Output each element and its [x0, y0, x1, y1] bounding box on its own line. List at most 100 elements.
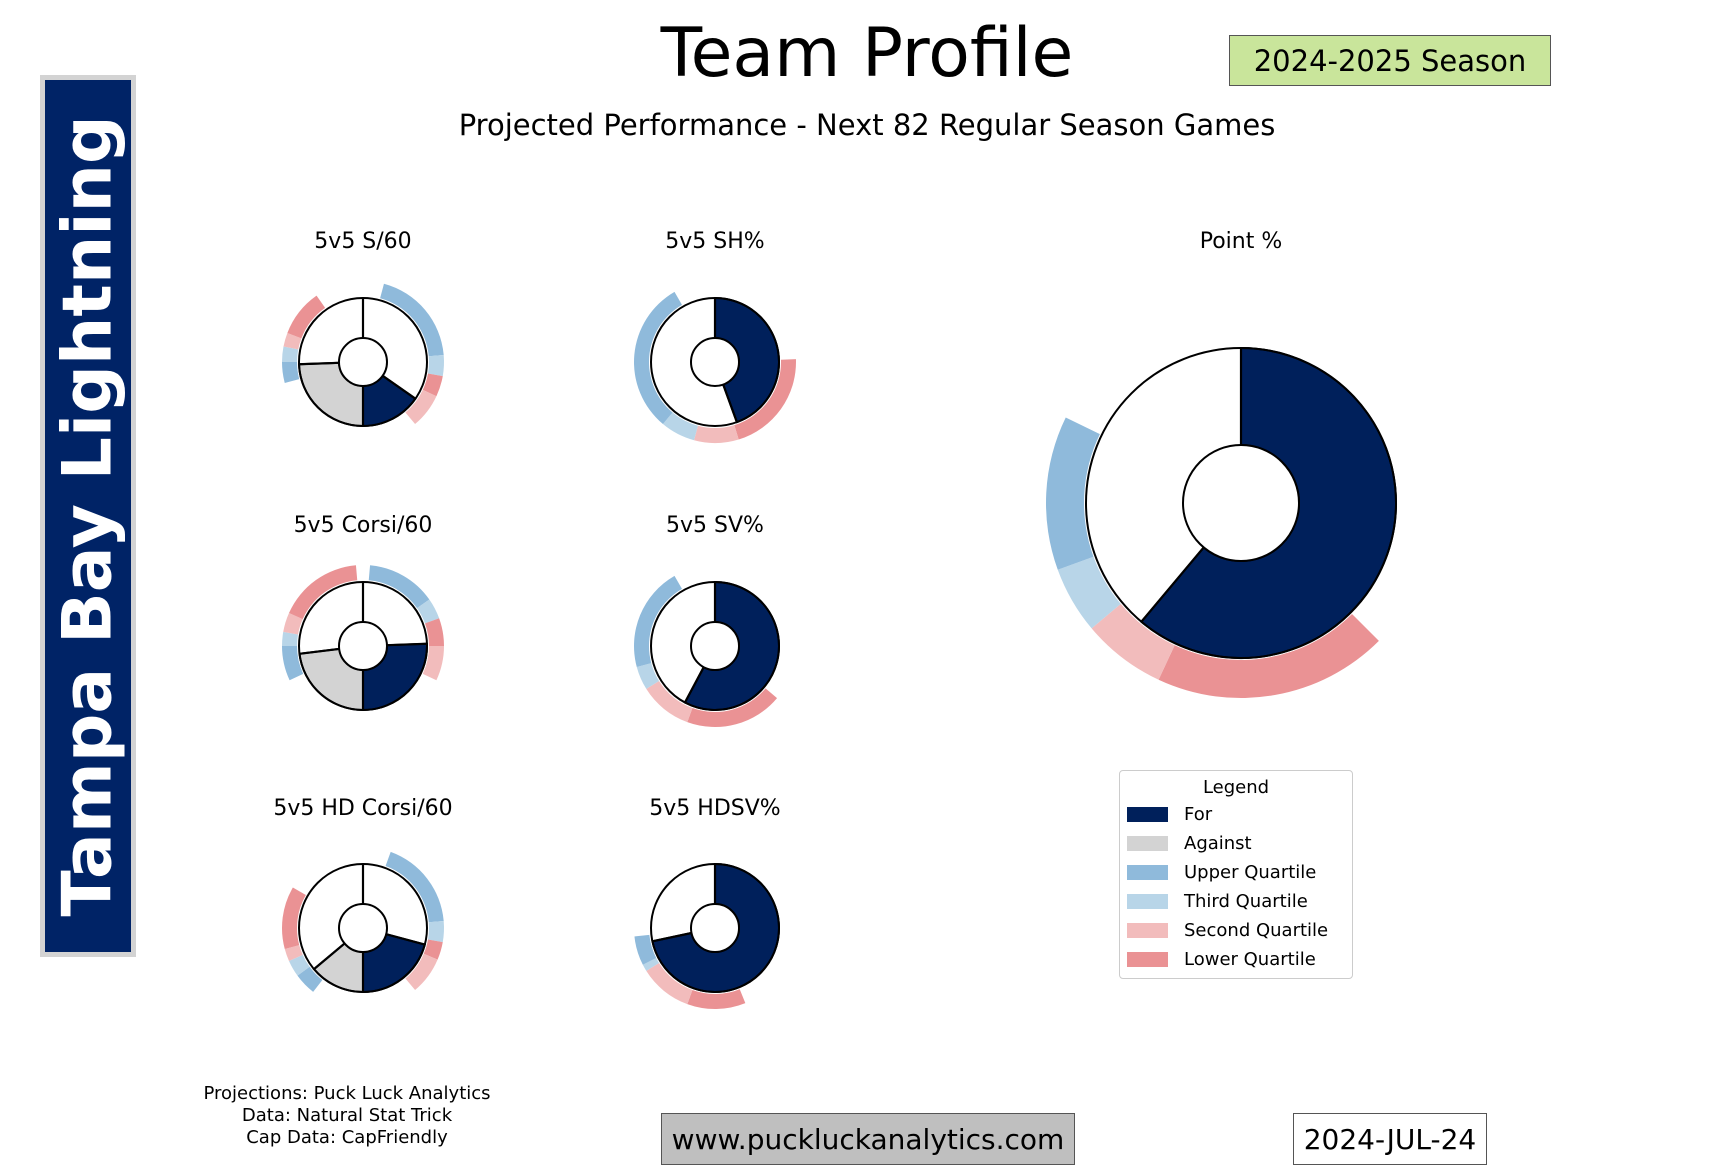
legend-item-upper: Upper Quartile [1120, 858, 1352, 887]
chart-title-5v5-corsi-60: 5v5 Corsi/60 [294, 513, 433, 538]
quartile-band-upper [385, 851, 444, 923]
legend-swatch [1127, 952, 1168, 967]
donut-outline [298, 863, 428, 993]
wedge-divider [299, 647, 340, 655]
chart-title-point-: Point % [1200, 229, 1283, 254]
quartile-band-third [417, 599, 440, 624]
legend-item-against: Against [1120, 829, 1352, 858]
donut-hole [690, 621, 740, 671]
quartile-band-third [1057, 556, 1121, 629]
legend-swatch [1127, 894, 1168, 909]
wedge-divider [722, 384, 738, 423]
donut-outline [1085, 347, 1397, 659]
legend-swatch [1127, 836, 1168, 851]
quartile-band-upper [1046, 417, 1100, 570]
legend-item-second: Second Quartile [1120, 916, 1352, 945]
legend-item-for: For [1120, 800, 1352, 829]
donut-outline [298, 297, 428, 427]
quartile-band-third [642, 957, 660, 971]
quartile-band-third [282, 346, 299, 362]
wedge-divider [385, 933, 426, 946]
donut-outline [650, 863, 780, 993]
legend-label: Lower Quartile [1184, 949, 1316, 970]
team-name-banner: Tampa Bay Lightning [40, 75, 136, 957]
quartile-band-upper [634, 575, 682, 667]
quartile-band-lower [687, 989, 746, 1009]
legend-swatch [1127, 807, 1168, 822]
legend-item-lower: Lower Quartile [1120, 945, 1352, 974]
quartile-band-second [646, 962, 693, 1005]
quartile-band-third [289, 954, 310, 976]
donut-outline [650, 297, 780, 427]
quartile-band-second [283, 332, 302, 350]
donut-outline [650, 581, 780, 711]
legend-title: Legend [1202, 777, 1270, 798]
wedge-divider [1140, 546, 1205, 623]
page-title: Team Profile [660, 14, 1074, 93]
chart-title-5v5-sh-: 5v5 SH% [665, 229, 764, 254]
quartile-band-upper [282, 362, 300, 383]
quartile-band-second [284, 945, 303, 961]
donut-hole [338, 337, 388, 387]
donut-outline [298, 581, 428, 711]
quartile-band-second [1091, 603, 1175, 680]
wedge-divider [313, 942, 346, 970]
quartile-band-second [283, 613, 303, 635]
quartile-band-third [427, 354, 444, 377]
quartile-band-lower [734, 359, 796, 440]
quartile-band-third [282, 631, 299, 646]
donut-hole [1182, 444, 1300, 562]
legend-swatch [1127, 923, 1168, 938]
donut-hole [690, 337, 740, 387]
quartile-band-lower [289, 565, 358, 620]
donut-hole [338, 621, 388, 671]
donut-hole [338, 903, 388, 953]
quartile-band-lower [281, 887, 306, 949]
legend-label: Against [1184, 833, 1252, 854]
credit-data: Data: Natural Stat Trick [241, 1105, 453, 1126]
legend-label: Third Quartile [1184, 891, 1308, 912]
quartile-band-lower [687, 688, 778, 727]
quartile-band-upper [634, 934, 657, 965]
quartile-band-upper [297, 966, 323, 992]
quartile-band-lower [422, 373, 443, 397]
credits: Projections: Puck Luck Analytics Data: N… [167, 1083, 527, 1149]
quartile-band-upper [634, 291, 682, 425]
donut-hole [690, 903, 740, 953]
quartile-band-second [694, 425, 739, 443]
quartile-band-second [405, 953, 438, 991]
quartile-band-second [646, 680, 693, 723]
quartile-band-upper [380, 283, 444, 357]
chart-title-5v5-hd-corsi-60: 5v5 HD Corsi/60 [273, 796, 452, 821]
quartile-band-second [422, 646, 444, 681]
wedge-divider [382, 374, 417, 400]
wedge-divider [683, 666, 705, 704]
quartile-band-lower [423, 939, 443, 960]
legend-label: For [1184, 804, 1213, 825]
legend-item-third: Third Quartile [1120, 887, 1352, 916]
wedge-divider [386, 642, 427, 647]
website-link[interactable]: www.puckluckanalytics.com [661, 1113, 1075, 1165]
chart-title-5v5-s-60: 5v5 S/60 [314, 229, 411, 254]
quartile-band-upper [368, 565, 430, 609]
chart-title-5v5-sv-: 5v5 SV% [666, 513, 764, 538]
credit-projections: Projections: Puck Luck Analytics [203, 1083, 491, 1104]
credit-cap-data: Cap Data: CapFriendly [246, 1127, 448, 1148]
quartile-band-lower [425, 618, 444, 646]
legend-label: Upper Quartile [1184, 862, 1317, 883]
quartile-band-lower [1158, 614, 1379, 698]
legend-swatch [1127, 865, 1168, 880]
quartile-band-upper [282, 646, 304, 681]
legend-label: Second Quartile [1184, 920, 1329, 941]
quartile-band-third [636, 663, 660, 689]
quartile-band-lower [287, 295, 326, 339]
quartile-band-third [662, 412, 698, 441]
wedge-divider [299, 361, 340, 366]
date-badge: 2024-JUL-24 [1293, 1113, 1487, 1165]
season-badge: 2024-2025 Season [1229, 35, 1551, 86]
quartile-band-third [427, 920, 444, 943]
wedge-divider [652, 931, 692, 943]
quartile-band-second [405, 389, 437, 425]
page-subtitle: Projected Performance - Next 82 Regular … [458, 108, 1276, 142]
